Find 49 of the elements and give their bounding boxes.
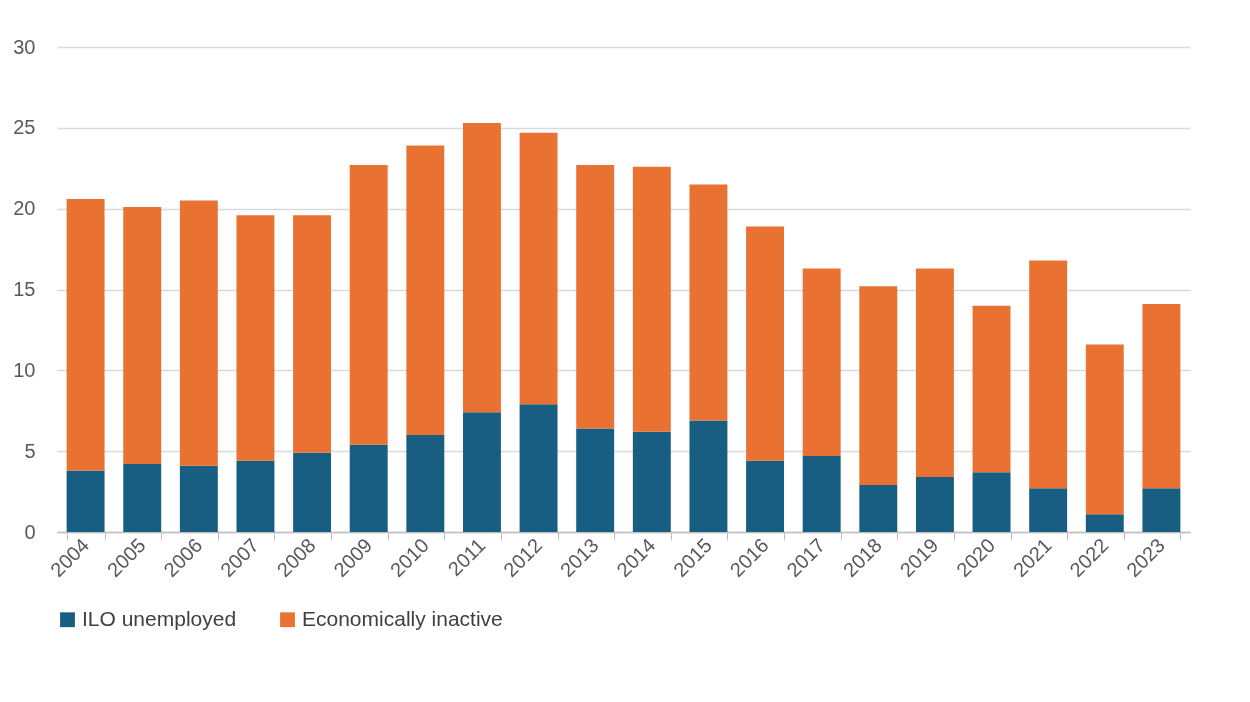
bar	[293, 215, 332, 453]
y-tick-label: 20	[13, 197, 36, 220]
bar	[632, 166, 671, 432]
bar	[859, 286, 898, 486]
bar	[462, 412, 501, 532]
bar	[123, 464, 162, 532]
bar	[1085, 514, 1124, 532]
bar	[349, 165, 388, 445]
bar	[293, 452, 332, 532]
bar	[632, 431, 671, 532]
bar	[406, 435, 445, 532]
bar	[576, 428, 615, 532]
y-tick-label: 15	[13, 278, 36, 300]
bar	[689, 184, 728, 421]
bar	[746, 460, 785, 532]
bar	[236, 460, 275, 532]
bar	[746, 226, 785, 461]
bar	[1029, 260, 1068, 489]
bar	[1142, 304, 1181, 489]
bar	[519, 404, 558, 532]
bar	[915, 268, 954, 478]
y-tick-label: 0	[24, 520, 36, 543]
bar	[179, 200, 218, 466]
bar	[66, 470, 105, 532]
bar	[406, 145, 445, 435]
y-tick-label: 10	[13, 358, 36, 381]
legend-label: ILO unemployed	[82, 606, 237, 630]
bar	[123, 207, 162, 465]
bar	[462, 122, 501, 413]
legend-label: Economically inactive	[302, 606, 503, 630]
bar	[519, 132, 558, 405]
bar	[972, 305, 1011, 473]
bar	[66, 198, 105, 471]
bar	[1029, 488, 1068, 532]
y-tick-label: 25	[13, 116, 36, 139]
y-tick-label: 30	[13, 35, 36, 58]
bar	[576, 165, 615, 429]
bar	[1142, 488, 1181, 532]
bar	[915, 477, 954, 532]
bar	[802, 268, 841, 457]
bar	[179, 465, 218, 532]
y-tick-label: 5	[24, 439, 36, 462]
bar	[236, 215, 275, 461]
bar	[1085, 344, 1124, 515]
bar	[689, 420, 728, 532]
bar	[859, 485, 898, 532]
bar	[349, 444, 388, 532]
bar	[972, 472, 1011, 532]
bar	[802, 456, 841, 532]
